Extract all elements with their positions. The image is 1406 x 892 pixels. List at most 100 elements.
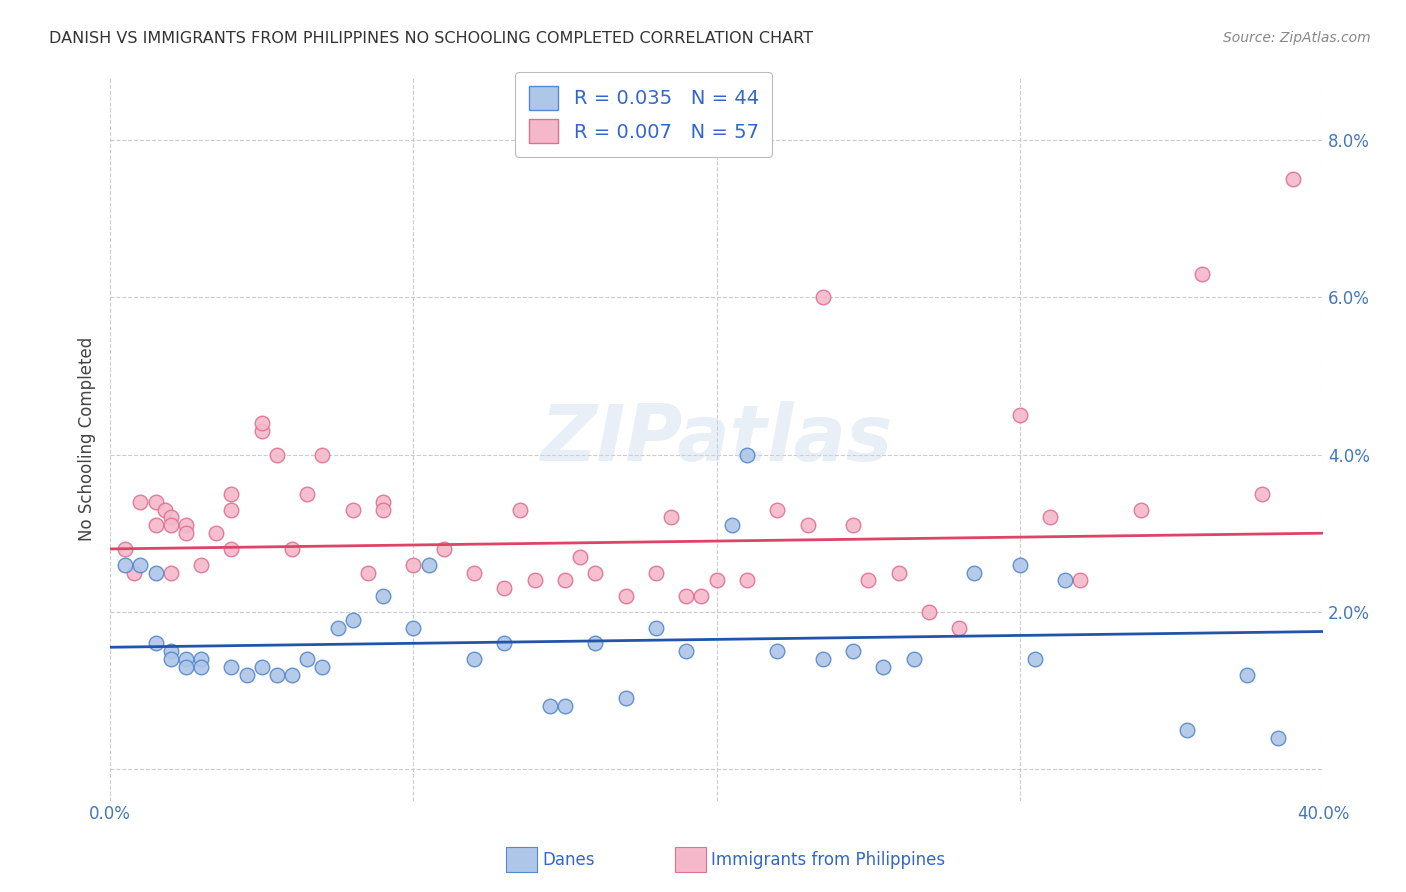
Point	[1236, 667, 1258, 681]
Point	[124, 566, 146, 580]
Point	[221, 660, 243, 674]
Point	[371, 494, 394, 508]
Point	[159, 510, 181, 524]
Point	[145, 518, 167, 533]
Point	[145, 494, 167, 508]
Point	[433, 541, 456, 556]
Point	[190, 558, 212, 572]
Point	[463, 652, 485, 666]
Point	[221, 502, 243, 516]
Point	[766, 644, 789, 658]
Y-axis label: No Schooling Completed: No Schooling Completed	[79, 336, 96, 541]
Point	[402, 621, 425, 635]
Point	[872, 660, 894, 674]
Point	[129, 558, 152, 572]
Point	[1039, 510, 1062, 524]
Point	[342, 502, 364, 516]
Point	[887, 566, 910, 580]
Point	[250, 660, 273, 674]
Point	[145, 636, 167, 650]
Point	[190, 652, 212, 666]
Point	[114, 558, 136, 572]
Point	[796, 518, 818, 533]
Point	[129, 494, 152, 508]
Point	[569, 549, 592, 564]
Point	[402, 558, 425, 572]
Point	[357, 566, 380, 580]
Point	[735, 448, 758, 462]
Point	[554, 574, 576, 588]
Point	[675, 589, 697, 603]
Point	[583, 636, 606, 650]
Point	[1130, 502, 1153, 516]
Point	[1008, 408, 1031, 422]
Point	[918, 605, 941, 619]
Point	[842, 518, 865, 533]
Point	[311, 448, 333, 462]
Point	[297, 652, 319, 666]
Point	[250, 416, 273, 430]
Point	[508, 502, 530, 516]
Point	[494, 581, 516, 595]
Point	[554, 699, 576, 714]
Point	[583, 566, 606, 580]
Point	[159, 644, 181, 658]
Point	[371, 589, 394, 603]
Point	[153, 502, 176, 516]
Point	[297, 487, 319, 501]
Point	[1054, 574, 1077, 588]
Point	[948, 621, 970, 635]
Point	[494, 636, 516, 650]
Point	[1024, 652, 1046, 666]
Text: Source: ZipAtlas.com: Source: ZipAtlas.com	[1223, 31, 1371, 45]
Point	[235, 667, 257, 681]
Point	[645, 621, 668, 635]
Legend: R = 0.035   N = 44, R = 0.007   N = 57: R = 0.035 N = 44, R = 0.007 N = 57	[515, 72, 772, 157]
Point	[1267, 731, 1289, 745]
Point	[205, 526, 228, 541]
Point	[903, 652, 925, 666]
Point	[311, 660, 333, 674]
Point	[159, 566, 181, 580]
Text: DANISH VS IMMIGRANTS FROM PHILIPPINES NO SCHOOLING COMPLETED CORRELATION CHART: DANISH VS IMMIGRANTS FROM PHILIPPINES NO…	[49, 31, 813, 46]
Point	[1191, 267, 1213, 281]
Point	[281, 667, 304, 681]
Point	[1069, 574, 1091, 588]
Point	[174, 526, 197, 541]
Point	[174, 652, 197, 666]
Text: Danes: Danes	[543, 851, 595, 869]
Point	[174, 660, 197, 674]
Point	[159, 518, 181, 533]
Point	[266, 667, 288, 681]
Point	[463, 566, 485, 580]
Point	[1281, 172, 1303, 186]
Point	[190, 660, 212, 674]
Point	[145, 566, 167, 580]
Point	[281, 541, 304, 556]
Text: ZIPatlas: ZIPatlas	[540, 401, 893, 477]
Point	[858, 574, 880, 588]
Point	[614, 589, 637, 603]
Point	[538, 699, 561, 714]
Point	[645, 566, 668, 580]
Point	[250, 424, 273, 438]
Point	[1251, 487, 1274, 501]
Point	[371, 502, 394, 516]
Point	[659, 510, 682, 524]
Point	[766, 502, 789, 516]
Point	[418, 558, 440, 572]
Point	[614, 691, 637, 706]
Point	[706, 574, 728, 588]
Point	[174, 518, 197, 533]
Point	[963, 566, 986, 580]
Point	[266, 448, 288, 462]
Point	[1175, 723, 1198, 737]
Point	[221, 541, 243, 556]
Point	[842, 644, 865, 658]
Point	[114, 541, 136, 556]
Point	[735, 574, 758, 588]
Point	[342, 613, 364, 627]
Point	[720, 518, 742, 533]
Point	[811, 652, 834, 666]
Text: Immigrants from Philippines: Immigrants from Philippines	[711, 851, 946, 869]
